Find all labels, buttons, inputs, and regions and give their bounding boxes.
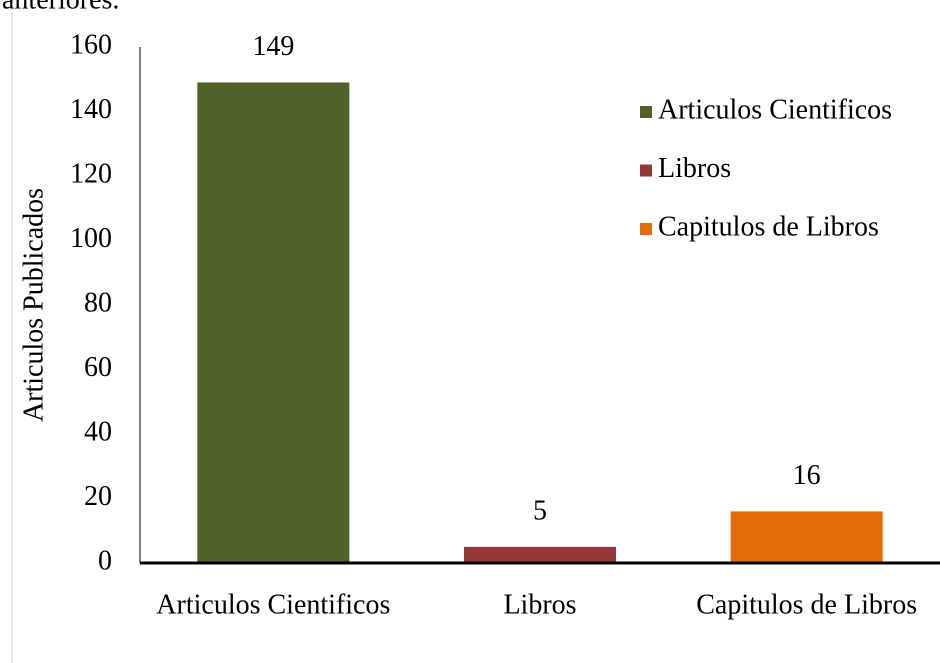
y-tick-label: 80 bbox=[84, 287, 112, 318]
bar bbox=[730, 511, 883, 563]
y-tick-label: 40 bbox=[84, 416, 112, 447]
y-tick-label: 0 bbox=[98, 545, 112, 576]
y-tick-label: 160 bbox=[70, 29, 112, 60]
legend-swatch bbox=[640, 164, 652, 177]
legend-label: Articulos Cientificos bbox=[658, 94, 892, 125]
x-tick-label: Articulos Cientificos bbox=[156, 589, 390, 620]
data-label: 16 bbox=[793, 460, 821, 491]
y-axis-title: Articulos Publicados bbox=[18, 188, 49, 422]
legend-label: Capitulos de Libros bbox=[658, 211, 879, 242]
legend-label: Libros bbox=[658, 153, 731, 184]
y-tick-label: 120 bbox=[70, 158, 112, 189]
y-tick-label: 140 bbox=[70, 94, 112, 125]
y-tick-label: 60 bbox=[84, 352, 112, 383]
bar bbox=[464, 546, 616, 563]
y-tick-label: 100 bbox=[70, 223, 112, 254]
bar bbox=[197, 82, 350, 563]
y-tick-label: 20 bbox=[84, 481, 112, 512]
legend-swatch bbox=[640, 223, 652, 235]
x-tick-label: Libros bbox=[503, 589, 576, 620]
legend-swatch bbox=[640, 106, 652, 118]
data-label: 5 bbox=[533, 495, 547, 526]
data-label: 149 bbox=[252, 31, 294, 62]
x-tick-label: Capitulos de Libros bbox=[696, 589, 917, 620]
page-text: anteriores. bbox=[2, 0, 119, 15]
